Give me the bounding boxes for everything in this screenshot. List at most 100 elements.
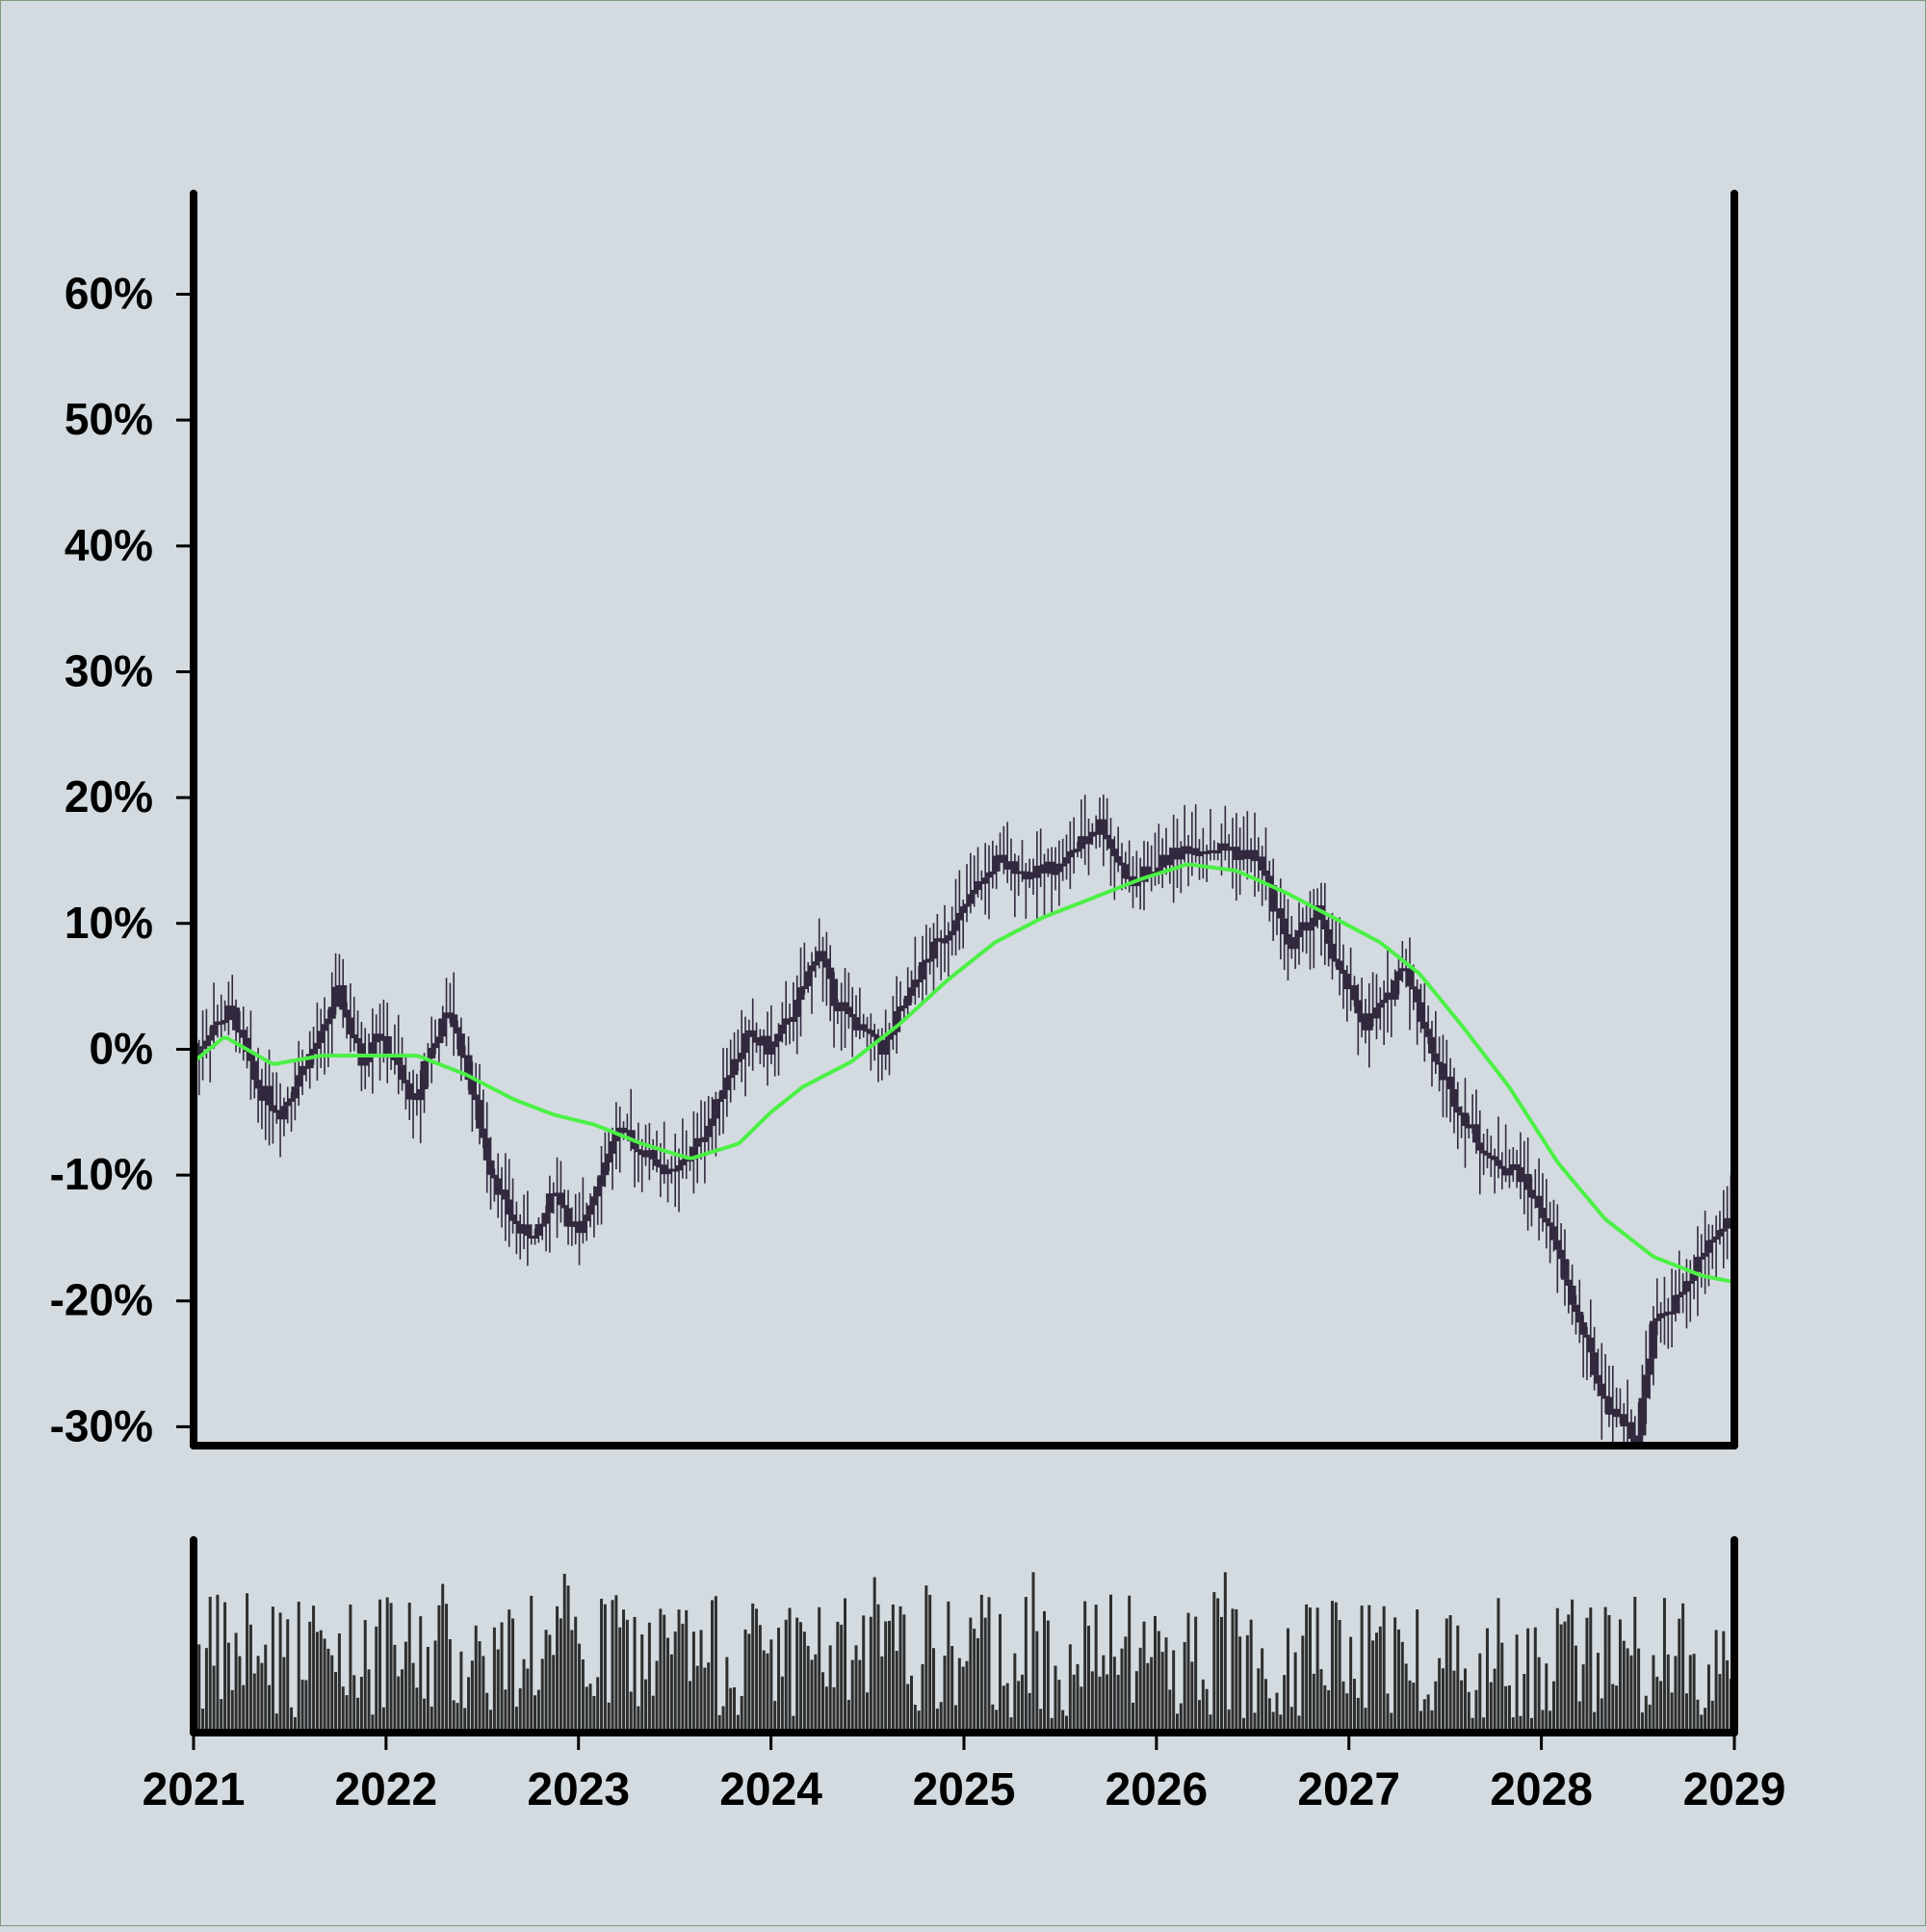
volume-bar: [1596, 1653, 1600, 1733]
volume-bar: [1305, 1604, 1309, 1733]
candle-body: [911, 979, 920, 988]
candle-body: [738, 1053, 746, 1059]
volume-bar: [1341, 1681, 1345, 1733]
volume-bar: [780, 1676, 784, 1733]
volume-bar: [1497, 1598, 1500, 1733]
candle-body: [1000, 854, 1008, 863]
candle-body: [937, 938, 946, 942]
candle-body: [981, 877, 990, 884]
volume-bar: [622, 1609, 626, 1733]
volume-bar: [552, 1655, 556, 1733]
volume-bar: [1493, 1668, 1497, 1733]
volume-bar: [1555, 1607, 1559, 1733]
candle-body: [279, 1106, 288, 1120]
volume-bar: [419, 1616, 423, 1733]
candle-body: [867, 1030, 875, 1034]
volume-bar: [1128, 1595, 1132, 1733]
volume-bar: [1507, 1684, 1511, 1733]
volume-bar: [1541, 1710, 1545, 1733]
volume-bar: [880, 1656, 884, 1733]
candle-body: [1708, 1240, 1717, 1243]
volume-bar: [681, 1623, 685, 1733]
candle-body: [564, 1208, 573, 1227]
volume-bar: [1327, 1689, 1331, 1733]
candle-body: [897, 1006, 905, 1011]
candle-body: [819, 951, 827, 959]
candle-body: [1671, 1294, 1679, 1314]
volume-bar: [1681, 1603, 1685, 1733]
candle-body: [889, 1031, 898, 1035]
y-tick-label: 20%: [65, 771, 153, 822]
volume-bar: [792, 1715, 795, 1733]
volume-bar: [1626, 1648, 1629, 1733]
volume-bar: [1021, 1674, 1025, 1733]
candle-body: [1690, 1271, 1699, 1281]
candle-body: [1686, 1280, 1695, 1284]
volume-bar: [1474, 1689, 1478, 1733]
volume-bar: [872, 1577, 876, 1733]
volume-bar: [673, 1631, 677, 1733]
candle-body: [327, 1006, 336, 1019]
candle-body: [690, 1146, 698, 1160]
candle-body: [247, 1052, 255, 1061]
volume-bar: [574, 1616, 578, 1733]
volume-bar: [1072, 1674, 1076, 1733]
volume-bar: [403, 1641, 407, 1733]
volume-bar: [378, 1599, 382, 1733]
volume-bar: [356, 1697, 360, 1733]
candle-body: [1638, 1397, 1647, 1436]
volume-bar: [1633, 1597, 1637, 1733]
volume-bar: [508, 1609, 511, 1733]
volume-bar: [588, 1684, 592, 1733]
candle-body: [925, 958, 934, 962]
y-tick-label: 0%: [90, 1023, 153, 1073]
volume-bar: [758, 1625, 762, 1733]
volume-bar: [467, 1677, 471, 1733]
volume-bar: [1482, 1717, 1486, 1733]
volume-bar: [407, 1603, 411, 1733]
volume-bar: [1356, 1697, 1360, 1733]
candle-body: [1354, 1000, 1363, 1014]
candle-body: [482, 1137, 491, 1161]
volume-bar: [640, 1634, 644, 1733]
candle-body: [1302, 922, 1311, 931]
volume-bar: [1087, 1626, 1091, 1733]
volume-bar: [691, 1632, 695, 1733]
candle-body: [885, 1032, 894, 1040]
volume-bar: [271, 1606, 274, 1733]
volume-bar: [489, 1710, 493, 1733]
candle-body: [822, 958, 831, 968]
candle-body: [428, 1048, 436, 1058]
volume-bar: [733, 1686, 737, 1733]
volume-bar: [1279, 1714, 1283, 1733]
volume-bar: [459, 1651, 463, 1733]
volume-bar: [1271, 1711, 1275, 1733]
candle-body: [944, 935, 952, 941]
volume-bar: [492, 1627, 496, 1733]
volume-bar: [689, 1681, 692, 1733]
candle-body: [456, 1033, 465, 1057]
candle-body: [560, 1205, 569, 1209]
volume-bar: [1223, 1572, 1227, 1733]
volume-bar: [540, 1658, 544, 1733]
volume-bar: [824, 1686, 828, 1733]
volume-bar: [308, 1621, 312, 1733]
volume-bar: [773, 1701, 777, 1733]
volume-bar: [411, 1662, 415, 1733]
volume-bar: [1194, 1616, 1198, 1733]
volume-bar: [795, 1617, 799, 1733]
candle-body: [1560, 1259, 1569, 1280]
volume-bar: [1367, 1605, 1371, 1733]
y-tick-label: 40%: [65, 520, 153, 570]
candle-body: [1475, 1142, 1484, 1151]
candle-body: [402, 1080, 410, 1083]
candle-body: [919, 961, 927, 980]
candle-body: [1294, 929, 1303, 938]
volume-bar: [238, 1656, 242, 1733]
volume-bar: [788, 1607, 792, 1733]
candle-body: [431, 1043, 440, 1049]
candle-body: [383, 1035, 392, 1056]
candle-body: [988, 871, 997, 875]
volume-bar: [1219, 1616, 1223, 1733]
